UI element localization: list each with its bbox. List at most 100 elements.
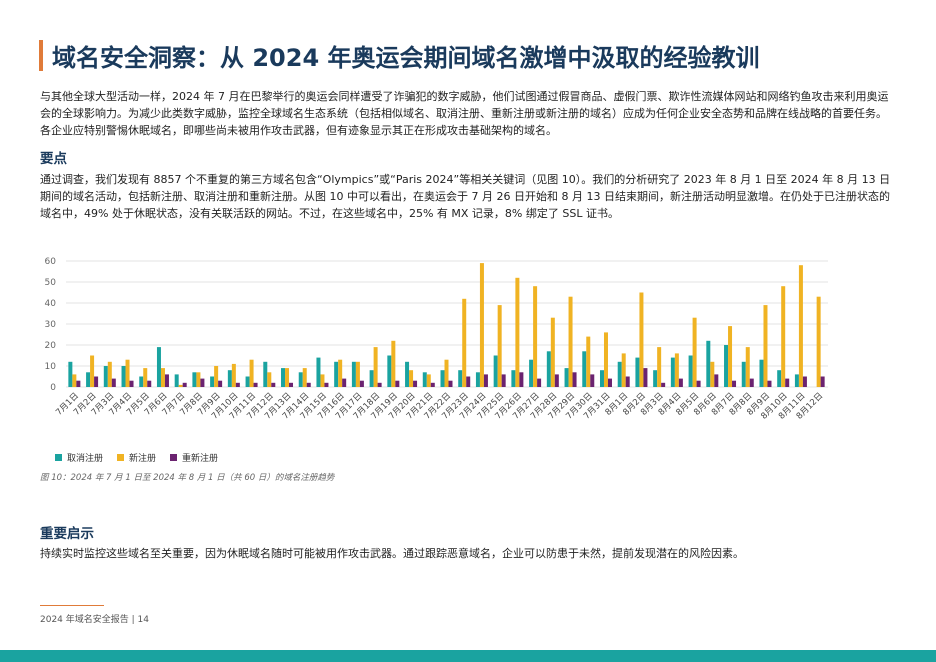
legend-swatch-deregistered	[55, 454, 62, 461]
bar-2-6	[182, 382, 187, 387]
bar-0-41	[794, 374, 799, 387]
bar-2-32	[643, 368, 648, 387]
y-tick-label: 50	[45, 278, 57, 288]
bar-1-26	[533, 286, 538, 387]
bar-0-11	[263, 361, 268, 387]
bar-2-10	[253, 382, 258, 387]
bar-1-32	[639, 292, 644, 387]
bar-2-16	[359, 380, 364, 387]
bar-2-11	[271, 382, 276, 387]
y-tick-label: 30	[45, 320, 57, 330]
bar-0-33	[653, 370, 658, 387]
bar-2-4	[147, 380, 152, 387]
bar-1-12	[285, 368, 290, 387]
bar-0-37	[724, 345, 729, 387]
bar-1-7	[196, 372, 201, 387]
bar-0-2	[103, 366, 108, 387]
key-points-paragraph: 通过调查，我们发现有 8857 个不重复的第三方域名包含“Olympics”或“…	[40, 173, 891, 220]
registration-trend-chart: 01020304050607月1日7月2日7月3日7月4日7月5日7月6日7月7…	[45, 257, 828, 422]
bar-1-19	[409, 370, 414, 387]
bar-2-27	[554, 374, 559, 387]
bar-0-17	[369, 370, 374, 387]
bar-1-35	[692, 317, 697, 387]
bar-0-16	[351, 361, 356, 387]
bar-1-13	[302, 368, 307, 387]
bar-0-26	[529, 359, 534, 387]
bar-2-13	[306, 382, 311, 387]
bar-2-30	[607, 378, 612, 387]
bar-0-34	[670, 357, 675, 387]
bar-1-39	[763, 305, 768, 387]
page-title: 域名安全洞察：从 2024 年奥运会期间域名激增中汲取的经验教训	[52, 44, 760, 72]
bar-1-14	[320, 374, 325, 387]
legend-swatch-new	[117, 454, 125, 461]
bar-1-37	[728, 326, 733, 387]
bar-2-35	[696, 380, 701, 387]
y-tick-label: 0	[50, 383, 56, 393]
bar-2-39	[767, 380, 772, 387]
bar-0-18	[387, 355, 392, 387]
bar-2-23	[483, 374, 488, 387]
bar-2-31	[625, 376, 630, 387]
bar-0-12	[281, 368, 286, 387]
bar-0-36	[706, 340, 711, 387]
bar-1-42	[816, 296, 821, 387]
bar-0-22	[458, 370, 463, 387]
legend-label-reregistered: 重新注册	[182, 454, 219, 464]
bar-2-7	[200, 378, 205, 387]
bar-0-19	[405, 361, 410, 387]
bar-1-34	[674, 353, 679, 387]
bar-1-27	[550, 317, 555, 387]
takeaway-heading: 重要启示	[40, 526, 94, 542]
legend-swatch-reregistered	[170, 454, 178, 461]
bar-1-33	[657, 347, 662, 387]
bar-2-41	[802, 376, 807, 387]
bar-2-14	[324, 382, 329, 387]
chart-legend: 取消注册 新注册 重新注册	[55, 451, 218, 464]
bar-2-34	[678, 378, 683, 387]
bar-2-20	[430, 382, 435, 387]
y-tick-label: 60	[45, 257, 57, 267]
bar-0-24	[493, 355, 498, 387]
bar-2-36	[714, 374, 719, 387]
bar-1-15	[338, 359, 343, 387]
bar-0-9	[227, 370, 232, 387]
bar-2-1	[94, 376, 99, 387]
bar-1-8	[214, 366, 219, 387]
bar-2-37	[732, 380, 737, 387]
bar-0-23	[475, 372, 480, 387]
bar-0-29	[582, 351, 587, 387]
bar-0-21	[440, 370, 445, 387]
bar-2-8	[218, 380, 223, 387]
bottom-color-band	[0, 650, 936, 662]
legend-item-deregistered: 取消注册	[55, 451, 103, 464]
bar-0-1	[86, 372, 91, 387]
legend-item-new: 新注册	[117, 451, 156, 464]
bar-1-25	[515, 277, 520, 387]
bar-2-0	[76, 380, 81, 387]
bar-2-24	[501, 374, 506, 387]
bar-1-18	[391, 340, 396, 387]
key-points-heading: 要点	[40, 151, 67, 167]
bar-2-15	[342, 378, 347, 387]
bar-0-25	[511, 370, 516, 387]
bar-1-0	[72, 374, 77, 387]
bar-0-32	[635, 357, 640, 387]
bar-0-38	[741, 361, 746, 387]
bar-2-22	[466, 376, 471, 387]
bar-0-20	[422, 372, 427, 387]
bar-1-23	[479, 263, 484, 387]
bar-0-13	[298, 372, 303, 387]
footer-divider	[40, 605, 104, 606]
y-tick-label: 10	[45, 362, 57, 372]
bar-2-40	[785, 378, 790, 387]
bar-0-0	[68, 361, 73, 387]
bar-1-36	[710, 361, 715, 387]
bar-1-29	[586, 336, 591, 387]
bar-0-39	[759, 359, 764, 387]
legend-item-reregistered: 重新注册	[170, 451, 218, 464]
takeaway-paragraph: 持续实时监控这些域名至关重要，因为休眠域名随时可能被用作攻击武器。通过跟踪恶意域…	[40, 547, 744, 560]
bar-2-5	[164, 374, 169, 387]
bar-1-6	[178, 384, 183, 387]
bar-1-20	[426, 374, 431, 387]
